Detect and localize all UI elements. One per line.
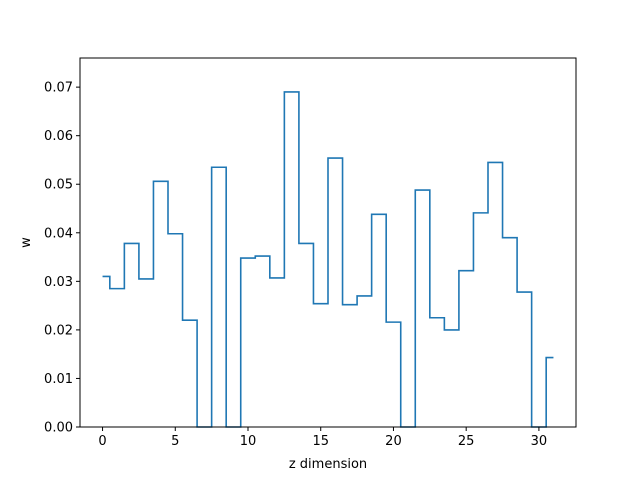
y-tick-label: 0.06 [44, 129, 73, 144]
y-tick-label: 0.02 [44, 323, 73, 338]
y-tick-label: 0.00 [44, 421, 73, 436]
x-tick-label: 5 [171, 434, 179, 449]
y-tick-label: 0.04 [44, 226, 73, 241]
series-layer [102, 91, 554, 428]
y-tick-label: 0.05 [44, 178, 73, 193]
x-tick-label: 15 [312, 434, 329, 449]
y-axis-label: w [19, 237, 34, 248]
y-tick-label: 0.01 [44, 372, 73, 387]
x-tick-label: 10 [240, 434, 257, 449]
x-tick-label: 30 [531, 434, 548, 449]
plot-frame [79, 57, 577, 428]
x-tick-label: 25 [458, 434, 475, 449]
x-axis-label: z dimension [289, 457, 367, 472]
axes-layer: 0 5 10 15 20 25 30 0.00 0.01 0.02 0.03 0.04 0.05 0.06… [44, 81, 547, 449]
y-tick-label: 0.03 [44, 275, 73, 290]
series-step-line [102, 91, 554, 428]
y-tick-label: 0.07 [44, 81, 73, 96]
x-tick-label: 20 [385, 434, 402, 449]
x-tick-label: 0 [98, 434, 106, 449]
